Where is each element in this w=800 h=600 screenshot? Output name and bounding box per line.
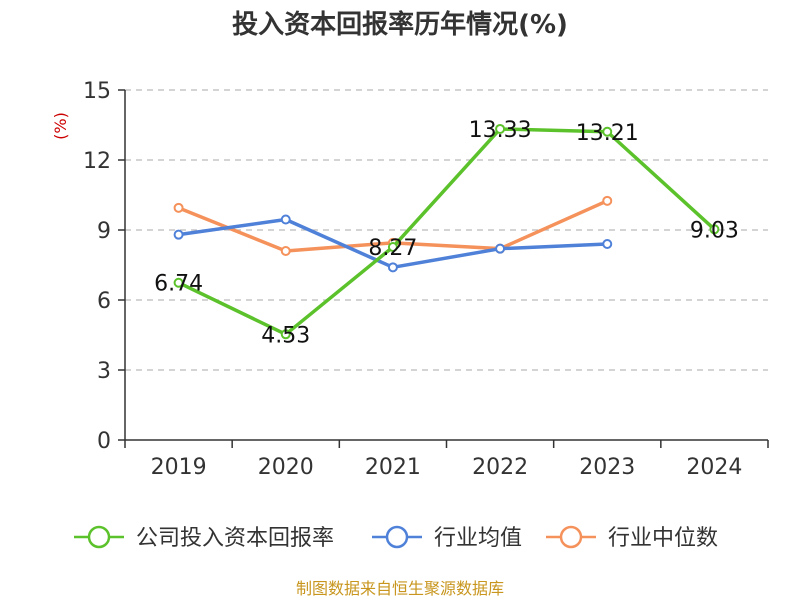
- series-1: [173, 214, 613, 273]
- data-point: [387, 262, 398, 273]
- legend-label: 公司投入资本回报率: [136, 526, 334, 551]
- legend-label: 行业均值: [434, 526, 522, 551]
- series-line: [177, 127, 716, 337]
- data-label: 13.21: [576, 121, 639, 146]
- data-point: [173, 229, 184, 240]
- x-tick-label: 2020: [258, 455, 314, 480]
- x-tick-label: 2019: [151, 455, 207, 480]
- legend-marker: [87, 525, 111, 549]
- x-tick-label: 2024: [686, 455, 742, 480]
- y-tick-label: 9: [97, 219, 111, 244]
- data-point: [602, 195, 613, 206]
- grid: [125, 89, 768, 371]
- data-point: [280, 329, 291, 340]
- series-layer: [173, 123, 720, 340]
- y-tick-label: 3: [97, 359, 111, 384]
- legend-label: 行业中位数: [608, 526, 718, 551]
- x-tick-label: 2023: [579, 455, 635, 480]
- x-tick-label: 2022: [472, 455, 528, 480]
- data-labels: 6.74 4.53 8.27 13.33 13.21 9.03: [154, 118, 739, 348]
- data-point: [495, 123, 506, 134]
- data-label: 9.03: [690, 218, 739, 243]
- legend-marker: [385, 525, 409, 549]
- data-point: [602, 126, 613, 137]
- legend-item-2: 行业中位数: [546, 525, 718, 551]
- data-point: [495, 243, 506, 254]
- data-point: [387, 242, 398, 253]
- data-label: 6.74: [154, 272, 203, 297]
- legend-marker: [559, 525, 583, 549]
- data-point: [173, 202, 184, 213]
- x-tick-label: 2021: [365, 455, 421, 480]
- y-tick-label: 0: [97, 429, 111, 454]
- y-tick-label: 6: [97, 289, 111, 314]
- y-tick-label: 12: [83, 149, 111, 174]
- data-point: [280, 246, 291, 256]
- source-note: 制图数据来自恒生聚源数据库: [296, 579, 504, 598]
- legend: 公司投入资本回报率 行业均值 行业中位数: [74, 525, 718, 551]
- data-point: [280, 214, 291, 225]
- series-0: [173, 123, 720, 340]
- data-point: [173, 277, 184, 288]
- data-label: 8.27: [368, 236, 417, 261]
- y-tick-label: 15: [83, 79, 111, 104]
- axes: 0 3 6 9 12 15 2019 2020 2021 2022 2023 2024: [83, 79, 769, 480]
- data-label: 13.33: [469, 118, 532, 143]
- data-label: 4.53: [261, 323, 310, 348]
- data-point: [709, 224, 720, 235]
- data-point: [602, 239, 613, 249]
- y-axis-unit: (%): [51, 112, 70, 140]
- legend-item-0: 公司投入资本回报率: [74, 525, 334, 551]
- legend-item-1: 行业均值: [372, 525, 522, 551]
- chart-title: 投入资本回报率历年情况(%): [232, 9, 568, 40]
